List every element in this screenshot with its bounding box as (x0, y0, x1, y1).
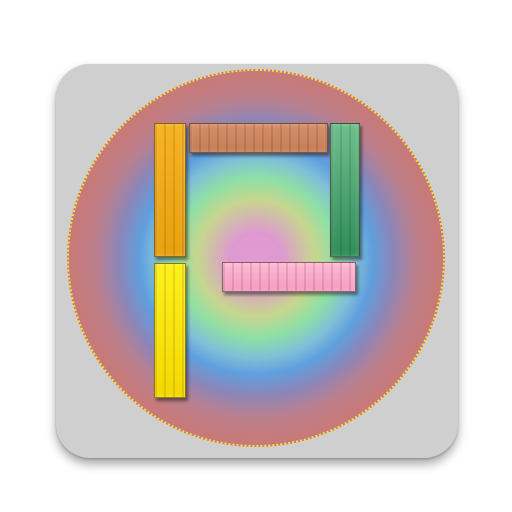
green-bar (330, 123, 360, 257)
brown-bar (189, 123, 328, 153)
yellow-bar (154, 263, 186, 398)
pink-bar (222, 262, 356, 292)
app-icon[interactable] (56, 64, 458, 458)
yellow-orange-bar (154, 123, 186, 257)
